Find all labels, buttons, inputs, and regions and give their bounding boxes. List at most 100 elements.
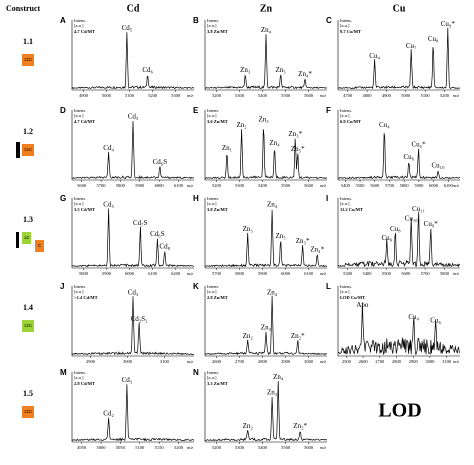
panel-info: 4.7 Cd/MT <box>74 29 95 34</box>
peak-label: Zn₄ <box>273 373 284 381</box>
peak-label: Cu₉* <box>424 220 439 228</box>
peak-label: Zn₃ <box>240 66 251 74</box>
x-tick-label: 3000 <box>304 359 314 364</box>
peak-label: Zn₂ <box>236 121 247 129</box>
x-tick-label: 2900 <box>86 359 96 364</box>
x-tick-label: 5700 <box>385 183 395 188</box>
panel-letter: D <box>60 106 66 115</box>
peak-label: Zn₂ <box>243 332 254 340</box>
spectrum <box>205 380 328 442</box>
panel-info: LOD Cu/MT <box>340 295 365 300</box>
panel-info: 2.8 Cd/MT <box>74 381 95 386</box>
panel-letter: B <box>193 16 199 25</box>
peak-label: Cd₆S <box>150 230 165 238</box>
spectrum <box>337 302 461 356</box>
y-axis-label: [a.u.] <box>207 289 217 294</box>
x-tick-label: 5500 <box>356 183 366 188</box>
peak-label: Cu₄ <box>379 121 390 129</box>
peak-label: Zn₅ <box>276 232 287 240</box>
x-tick-label: 5700 <box>212 271 222 276</box>
x-tick-label: 5800 <box>400 183 410 188</box>
panel-info: 3.5 Cd/MT <box>74 207 95 212</box>
panel-letter: K <box>193 282 199 291</box>
x-tick-label: 5300 <box>343 271 353 276</box>
peak-label: Zn₃ <box>261 324 272 332</box>
x-unit: m/z <box>187 183 194 188</box>
peak-label: Cd₈ <box>159 243 170 251</box>
spectrum <box>71 120 195 180</box>
x-tick-label: 5700 <box>421 271 431 276</box>
x-tick-label: 6000 <box>155 183 165 188</box>
x-unit: m/z <box>453 183 460 188</box>
y-axis-label: [a.u.] <box>207 23 217 28</box>
x-tick-label: 5500 <box>281 93 291 98</box>
panel-info: 3.8 Zn/MT <box>207 207 228 212</box>
construct-icon <box>22 232 31 244</box>
x-tick-label: 4950 <box>77 445 87 450</box>
x-tick-label: 5600 <box>304 93 314 98</box>
spectrum <box>337 27 461 90</box>
x-tick-label: 5400 <box>341 183 351 188</box>
peak-label: Zn₄ <box>261 26 272 34</box>
panel-info: 3.3 Zn/MT <box>207 381 228 386</box>
panel-info: 3.8 Zn/MT <box>207 29 228 34</box>
peak-label: Cu₈ <box>428 35 439 43</box>
y-axis-label: Intens. <box>74 370 86 375</box>
panel-letter: H <box>193 194 199 203</box>
x-tick-label: 4900 <box>382 93 392 98</box>
y-axis-label: Intens. <box>207 18 219 23</box>
peak-label: Cu₆ <box>403 153 414 161</box>
y-axis-label: [a.u.] <box>74 375 84 380</box>
y-axis-label: Intens. <box>340 108 352 113</box>
x-tick-label: 2900 <box>409 359 419 364</box>
peak-label: Zn₄ <box>267 289 278 297</box>
y-axis-label: [a.u.] <box>207 201 217 206</box>
panel-info: 6.9 Cu/MT <box>340 119 361 124</box>
peak-label: Cd₃S₂ <box>131 315 149 323</box>
icon-label: 12C <box>24 147 33 152</box>
x-unit: m/z <box>320 359 327 364</box>
peak-label: Zn₂* <box>291 332 305 340</box>
peak-label: Cd₇S <box>133 219 148 227</box>
construct-label: 1.4 <box>23 303 33 312</box>
x-tick-label: 2700 <box>375 359 385 364</box>
peak-label: Cu₆ <box>381 234 392 242</box>
x-unit: m/z <box>453 359 460 364</box>
panel-letter: M <box>60 368 67 377</box>
x-unit: m/z <box>187 359 194 364</box>
x-tick-label: 5400 <box>258 445 268 450</box>
peak-label: Cd₆S <box>153 158 168 166</box>
construct-icon <box>22 144 34 156</box>
column-header: Cd <box>127 3 140 14</box>
x-tick-label: 6000 <box>281 271 291 276</box>
panel-letter: I <box>326 194 328 203</box>
peak-label: Cu₈ <box>390 225 401 233</box>
panel-info: >1.4 Cd/MT <box>74 295 98 300</box>
panel-info: 4.7 Cd/MT <box>74 119 95 124</box>
y-axis-label: Intens. <box>340 18 352 23</box>
x-tick-label: 5400 <box>258 183 268 188</box>
construct-label: 1.5 <box>23 389 33 398</box>
panel-letter: E <box>193 106 199 115</box>
panel-letter: A <box>60 16 66 25</box>
y-axis-label: [a.u.] <box>207 113 217 118</box>
peak-label: Zn₅ <box>276 66 287 74</box>
x-unit: m/z <box>320 271 327 276</box>
peak-label: Cu₁₀ <box>432 162 446 170</box>
peak-label: Cu₄ <box>369 52 380 60</box>
icon-bar <box>16 142 20 158</box>
x-tick-label: 5300 <box>235 183 245 188</box>
x-tick-label: 5900 <box>102 271 112 276</box>
x-tick-label: 2700 <box>235 359 245 364</box>
construct-icon <box>22 406 34 418</box>
x-tick-label: 6000 <box>429 183 439 188</box>
panel-info: 2.8 Zn/MT <box>207 295 228 300</box>
spectrum <box>204 209 328 268</box>
peak-label: Zn₄* <box>310 245 324 253</box>
y-axis-label: Intens. <box>207 284 219 289</box>
peak-label: Cd₅ <box>128 113 139 121</box>
x-tick-label: 6100 <box>444 183 454 188</box>
x-tick-label: 2900 <box>281 359 291 364</box>
x-tick-label: 5600 <box>304 445 314 450</box>
peak-label: Cd₄ <box>103 144 114 152</box>
